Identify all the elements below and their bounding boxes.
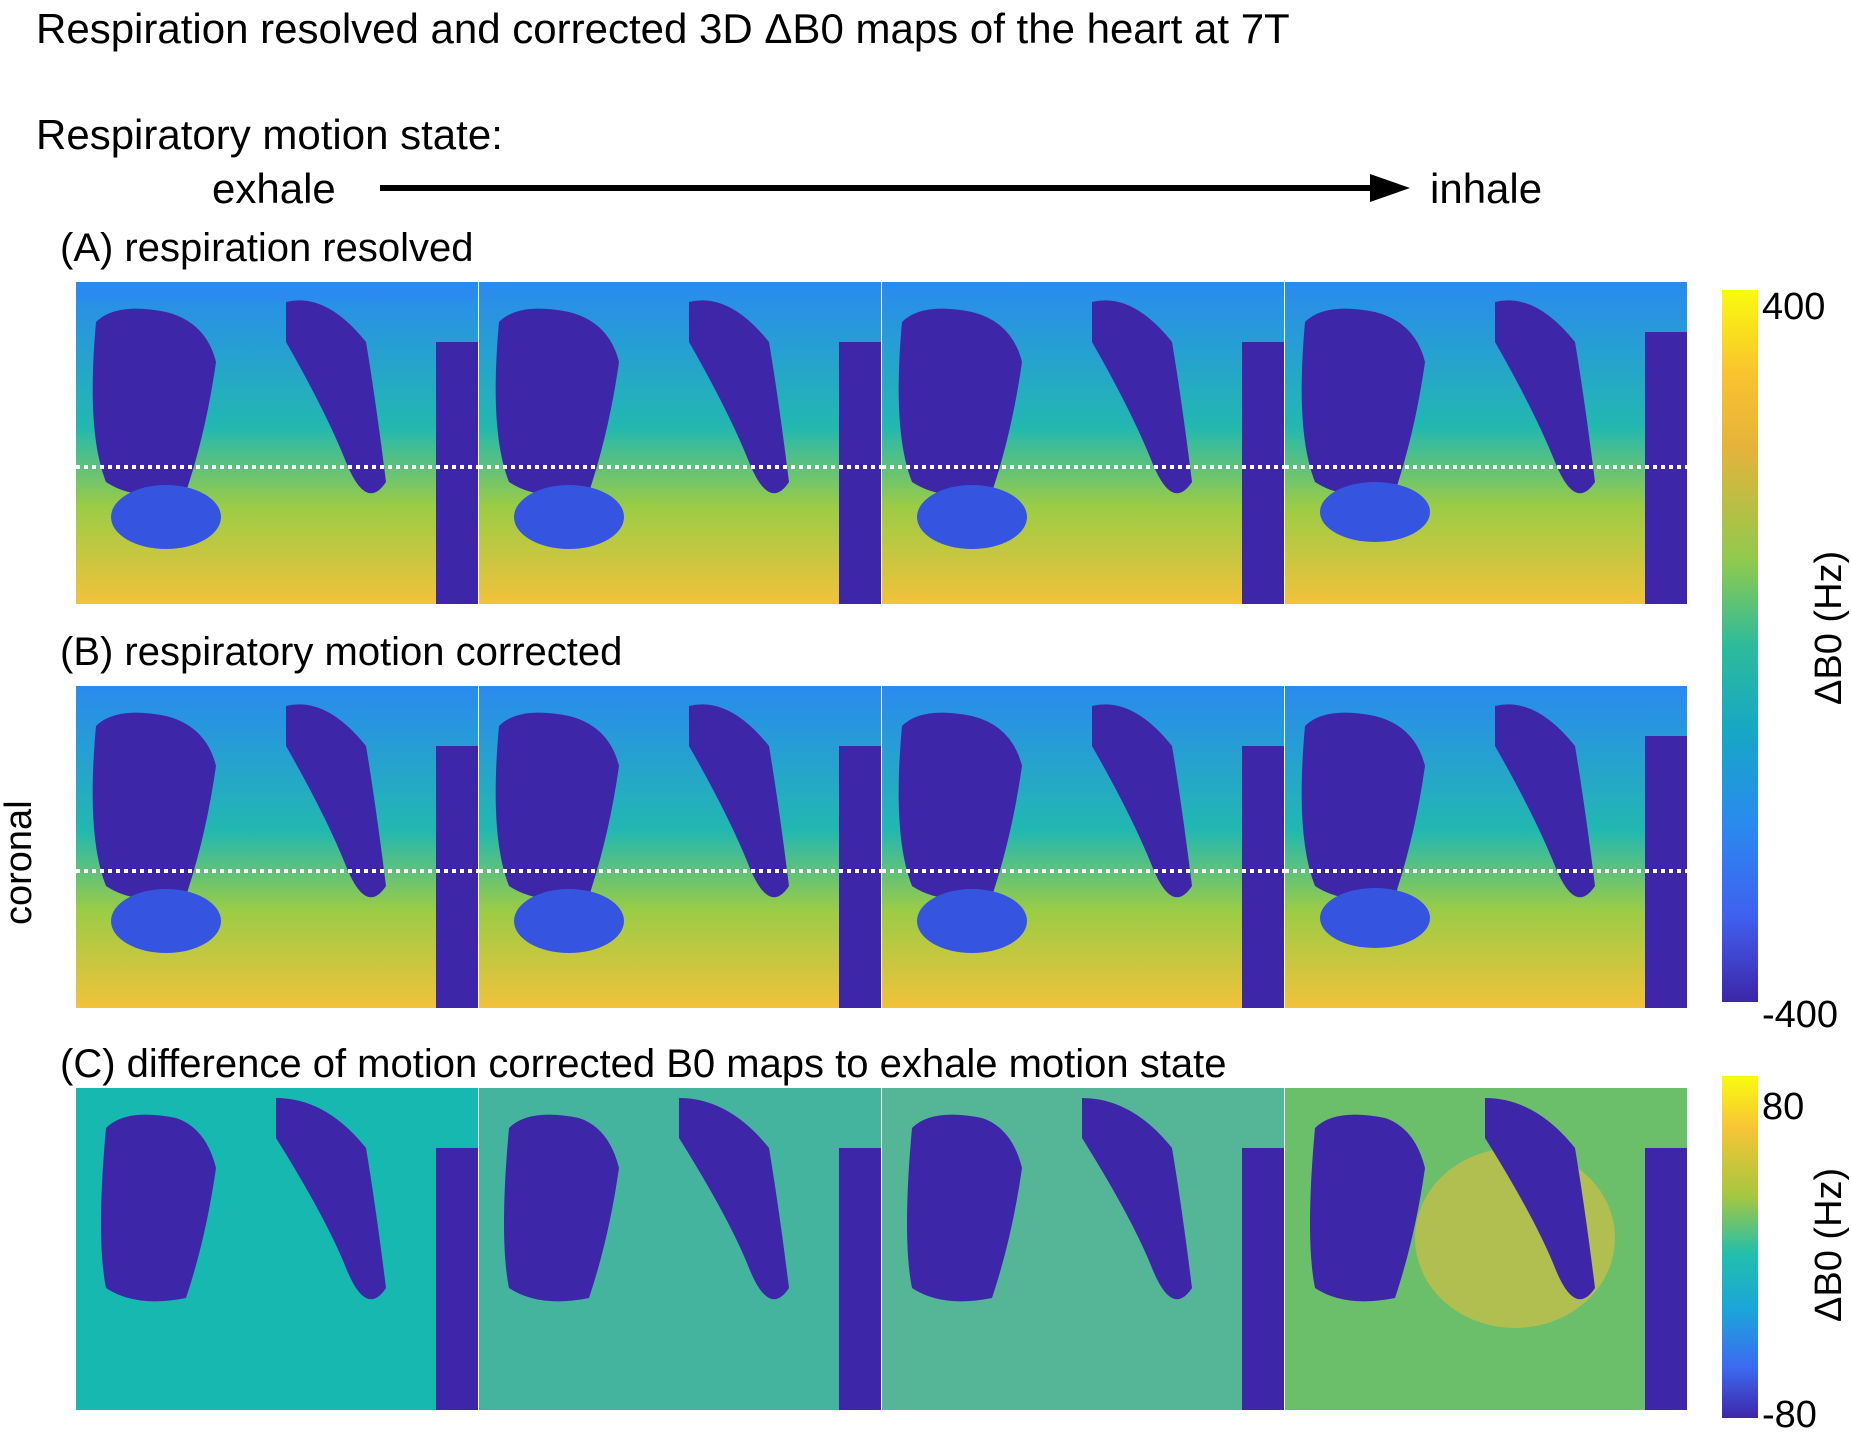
colorbar-axis-label: ΔB0 (Hz) xyxy=(1808,1167,1850,1322)
colorbar-max-label: 400 xyxy=(1762,286,1826,328)
row-motion-corrected xyxy=(76,686,1688,1008)
b0-map-tile xyxy=(1285,686,1687,1008)
b0-map-tile xyxy=(479,282,881,604)
difference-map-tile xyxy=(76,1088,478,1410)
difference-map-tile xyxy=(882,1088,1284,1410)
respiration-arrow xyxy=(380,174,1410,202)
colorbar-difference xyxy=(1722,1076,1758,1418)
section-b-label: (B) respiratory motion corrected xyxy=(60,630,623,674)
inhale-label: inhale xyxy=(1430,165,1543,212)
exhale-label: exhale xyxy=(212,165,336,212)
colorbar-b0 xyxy=(1722,290,1758,1002)
colorbar-min-label: -80 xyxy=(1762,1394,1817,1436)
b0-map-tile xyxy=(882,282,1284,604)
b0-map-tile xyxy=(882,686,1284,1008)
colorbar-axis-label: ΔB0 (Hz) xyxy=(1808,550,1850,705)
section-a-label: (A) respiration resolved xyxy=(60,226,474,270)
section-c-label: (C) difference of motion corrected B0 ma… xyxy=(60,1042,1227,1086)
figure-title: Respiration resolved and corrected 3D ΔB… xyxy=(36,5,1290,52)
colorbar-min-label: -400 xyxy=(1762,994,1839,1036)
b0-map-tile xyxy=(76,282,478,604)
b0-map-tile xyxy=(479,686,881,1008)
row-difference xyxy=(76,1088,1688,1410)
difference-map-tile xyxy=(479,1088,881,1410)
respiratory-motion-label: Respiratory motion state: xyxy=(36,111,503,158)
coronal-label: coronal xyxy=(0,800,40,925)
row-respiration-resolved xyxy=(76,282,1688,604)
b0-map-tile xyxy=(1285,282,1687,604)
difference-map-tile xyxy=(1285,1088,1687,1410)
colorbar-max-label: 80 xyxy=(1762,1086,1805,1128)
b0-map-tile xyxy=(76,686,478,1008)
